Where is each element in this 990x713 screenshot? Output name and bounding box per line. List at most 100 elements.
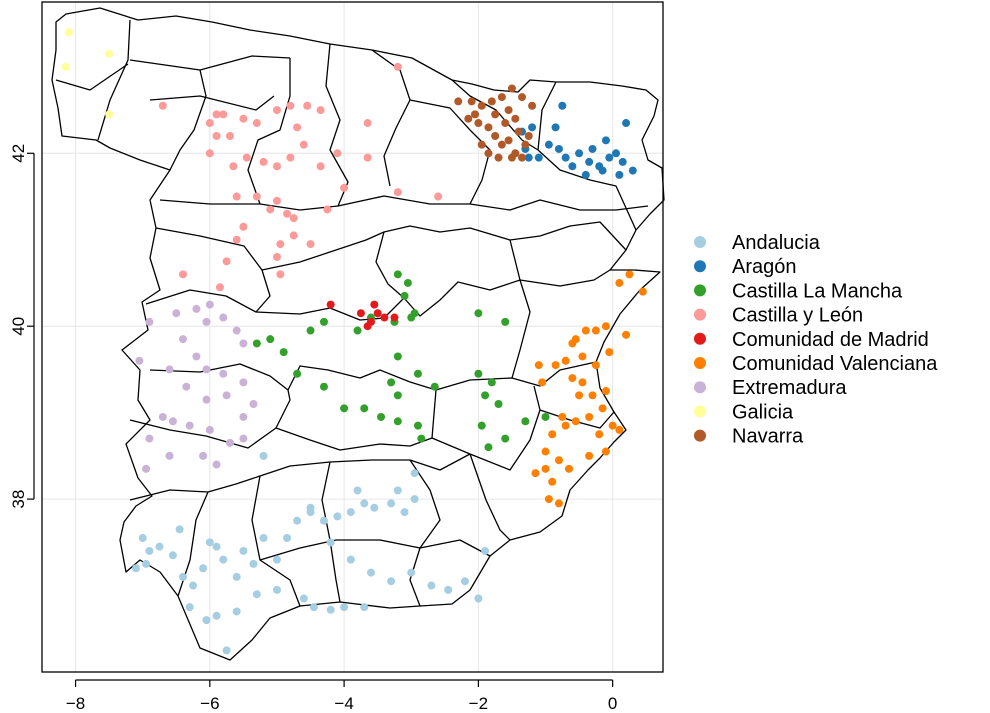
data-point <box>413 421 422 430</box>
data-point <box>380 313 389 322</box>
data-point <box>299 594 308 603</box>
data-point <box>289 214 298 223</box>
data-point <box>239 378 248 387</box>
data-point <box>494 153 503 162</box>
data-point <box>326 300 335 309</box>
province-line <box>97 19 131 141</box>
legend-label: Andalucia <box>732 232 821 254</box>
data-point <box>615 170 624 179</box>
data-point <box>158 101 167 110</box>
data-point <box>568 374 577 383</box>
data-point <box>544 140 553 149</box>
data-point <box>239 339 248 348</box>
data-point <box>464 114 473 123</box>
data-point <box>353 486 362 495</box>
province-line <box>261 231 405 299</box>
data-point <box>507 84 516 93</box>
data-point <box>370 503 379 512</box>
province-boundaries <box>51 7 665 661</box>
data-point <box>521 417 530 426</box>
data-point <box>544 495 553 504</box>
x-axis: −8 −6 −4 −2 0 <box>66 679 617 713</box>
legend-marker <box>694 308 706 321</box>
data-point <box>528 101 537 110</box>
data-point <box>356 309 365 318</box>
data-point <box>326 605 335 614</box>
legend-label: Comunidad de Madrid <box>732 329 929 351</box>
data-point <box>474 369 483 378</box>
data-point <box>531 469 540 478</box>
data-point <box>521 140 530 149</box>
data-point <box>142 559 151 568</box>
data-point <box>387 378 396 387</box>
data-point <box>306 240 315 249</box>
data-point <box>370 300 379 309</box>
x-tick-label: −2 <box>469 694 488 713</box>
x-tick-label: 0 <box>608 694 617 713</box>
data-point <box>225 438 234 447</box>
data-point <box>548 430 557 439</box>
data-point <box>340 603 349 612</box>
data-point <box>232 326 241 335</box>
data-point <box>272 555 281 564</box>
data-point <box>168 417 177 426</box>
data-point <box>393 391 402 400</box>
data-point <box>481 391 490 400</box>
data-point <box>192 304 201 313</box>
data-point <box>319 382 328 391</box>
data-point <box>175 525 184 534</box>
data-point <box>410 495 419 504</box>
data-point <box>192 352 201 361</box>
data-point <box>168 551 177 560</box>
data-point <box>484 149 493 158</box>
data-point <box>390 313 399 322</box>
data-point <box>242 153 251 162</box>
data-point <box>202 395 211 404</box>
data-point <box>484 123 493 132</box>
data-point <box>588 144 597 153</box>
data-point <box>165 365 174 374</box>
data-point <box>605 348 614 357</box>
data-point <box>491 132 500 140</box>
data-point <box>578 352 587 361</box>
data-point <box>202 317 211 326</box>
data-point <box>538 378 547 387</box>
legend-label: Aragón <box>732 256 797 278</box>
data-point <box>534 153 543 162</box>
data-point <box>316 162 325 171</box>
data-point <box>601 447 610 456</box>
data-point <box>612 149 621 158</box>
data-point <box>272 585 281 594</box>
data-point <box>628 166 637 175</box>
data-point <box>222 646 231 655</box>
data-point <box>541 447 550 456</box>
data-point <box>568 162 577 171</box>
data-point <box>212 132 221 140</box>
data-point <box>219 555 228 564</box>
data-point <box>474 119 483 128</box>
data-point <box>266 205 275 214</box>
data-point <box>249 559 258 568</box>
data-point <box>608 421 617 430</box>
data-point <box>400 291 409 300</box>
province-line <box>383 225 521 281</box>
province-line <box>539 409 615 429</box>
data-point <box>360 404 369 413</box>
province-line <box>469 453 511 541</box>
data-point <box>222 391 231 400</box>
data-point <box>199 451 208 460</box>
data-point <box>387 577 396 586</box>
province-line <box>159 195 649 211</box>
province-line <box>155 227 271 313</box>
data-point <box>474 594 483 603</box>
data-point <box>283 534 292 542</box>
province-line <box>129 453 471 501</box>
data-point <box>333 149 342 158</box>
data-point <box>591 361 600 370</box>
data-point <box>413 369 422 378</box>
data-point <box>155 542 164 551</box>
data-point <box>548 477 557 486</box>
data-point <box>185 603 194 612</box>
data-point <box>638 287 647 296</box>
